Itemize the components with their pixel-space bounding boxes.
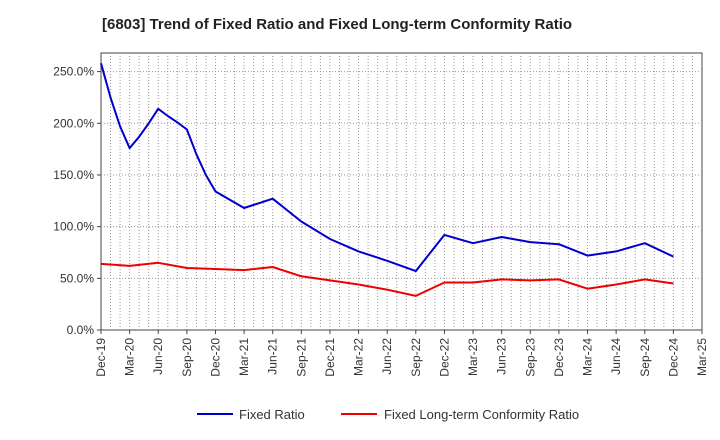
y-tick-label: 50.0%	[60, 271, 94, 285]
x-tick-label: Mar-23	[466, 338, 480, 376]
x-tick-label: Sep-24	[638, 338, 652, 377]
plot-area	[100, 52, 703, 331]
x-tick-label: Jun-23	[495, 338, 509, 375]
x-tick-label: Mar-24	[581, 338, 595, 376]
legend: Fixed Ratio Fixed Long-term Conformity Ra…	[197, 407, 579, 422]
x-tick-label: Jun-24	[609, 338, 623, 375]
x-tick-label: Mar-20	[123, 338, 137, 376]
x-tick-label: Jun-21	[266, 338, 280, 375]
x-axis-ticks: Dec-19 Mar-20 Jun-20 Sep-20 Dec-20 Mar-21 Jun-…	[94, 330, 709, 377]
x-tick-label: Sep-21	[294, 338, 308, 377]
y-tick-label: 100.0%	[53, 220, 94, 234]
x-tick-label: Sep-20	[180, 338, 194, 377]
y-tick-label: 0.0%	[67, 323, 95, 337]
y-tick-label: 250.0%	[53, 65, 94, 79]
x-tick-label: Dec-23	[552, 338, 566, 377]
y-tick-label: 200.0%	[53, 116, 94, 130]
x-tick-label: Jun-20	[151, 338, 165, 375]
x-tick-label: Mar-21	[237, 338, 251, 376]
x-tick-label: Mar-25	[695, 338, 709, 376]
x-tick-label: Dec-22	[437, 338, 451, 377]
x-tick-label: Dec-21	[323, 338, 337, 377]
x-tick-label: Dec-24	[666, 338, 680, 377]
chart-title: [6803] Trend of Fixed Ratio and Fixed Lo…	[102, 16, 573, 33]
x-tick-label: Sep-22	[409, 338, 423, 377]
x-tick-label: Mar-22	[352, 338, 366, 376]
legend-label: Fixed Long-term Conformity Ratio	[384, 407, 579, 422]
x-tick-label: Dec-19	[94, 338, 108, 377]
legend-label: Fixed Ratio	[239, 407, 305, 422]
series-line-2	[100, 261, 674, 297]
grid-lines	[101, 53, 702, 330]
x-tick-label: Dec-20	[208, 338, 222, 377]
x-tick-label: Jun-22	[380, 338, 394, 375]
y-tick-label: 150.0%	[53, 168, 94, 182]
x-tick-label: Sep-23	[523, 338, 537, 377]
series-line-1	[100, 63, 674, 273]
y-axis-ticks: 0.0% 50.0% 100.0% 150.0% 200.0% 250.0%	[53, 65, 101, 337]
series-lines	[100, 63, 674, 297]
